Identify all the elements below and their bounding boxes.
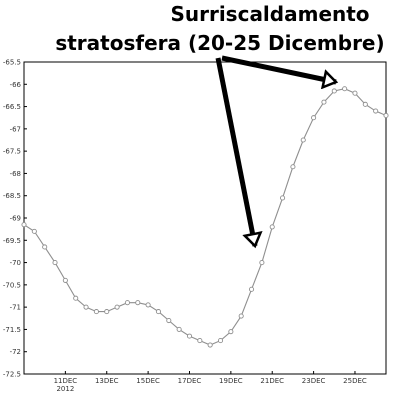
data-point <box>280 195 286 201</box>
y-tick-label: -68 <box>10 170 21 178</box>
data-point <box>135 300 141 306</box>
data-point <box>238 313 244 319</box>
y-tick-label: -67.5 <box>3 148 21 156</box>
plot-frame <box>23 61 387 375</box>
data-point <box>269 224 275 230</box>
data-point <box>176 326 182 332</box>
y-tick-label: -71.5 <box>3 326 21 334</box>
data-point <box>21 222 27 228</box>
data-point <box>104 309 110 315</box>
x-tick-label: 19DEC <box>219 377 243 385</box>
data-point <box>331 88 337 94</box>
y-tick-label: -67 <box>10 125 21 133</box>
y-tick-label: -71 <box>10 304 21 312</box>
x-tick-label: 21DEC <box>260 377 284 385</box>
annotation-arrow-to-rise <box>215 57 255 246</box>
series-line <box>23 88 387 346</box>
data-point <box>93 309 99 315</box>
annotation-line-2: stratosfera (20-25 Dicembre) <box>55 31 384 55</box>
data-point <box>248 286 255 292</box>
data-point <box>311 115 317 121</box>
x-tick-label: 25DEC <box>343 377 367 385</box>
data-point <box>342 86 348 92</box>
data-point <box>155 309 162 315</box>
x-tick-label: 13DEC <box>95 377 119 385</box>
y-tick-label: -68.5 <box>3 192 21 200</box>
data-point <box>52 260 58 266</box>
data-point <box>362 101 368 107</box>
data-point <box>73 295 79 301</box>
data-point <box>290 164 296 170</box>
data-point <box>207 342 213 348</box>
x-tick-label: 15DEC <box>136 377 160 385</box>
data-point <box>145 302 151 308</box>
data-point <box>300 137 306 143</box>
y-tick-label: -69.5 <box>3 237 21 245</box>
annotation-arrow-to-peak <box>221 55 336 82</box>
data-point <box>62 277 68 283</box>
data-point <box>259 260 265 266</box>
data-point <box>31 228 37 234</box>
annotation-line-1: Surriscaldamento <box>170 2 369 26</box>
data-point <box>228 329 234 335</box>
y-tick-label: -72.5 <box>3 371 21 379</box>
data-point <box>321 99 327 105</box>
data-point <box>352 90 358 96</box>
data-point <box>373 108 379 114</box>
data-point <box>383 112 389 119</box>
data-point <box>83 304 89 310</box>
y-tick-label: -69 <box>10 215 21 223</box>
y-tick-label: -66.5 <box>3 103 21 111</box>
y-tick-label: -65.5 <box>3 59 21 67</box>
data-point <box>197 338 203 344</box>
x-tick-label: 23DEC <box>302 377 326 385</box>
x-tick-label: 11DEC <box>54 377 78 385</box>
data-point <box>217 338 224 344</box>
y-tick-label: -70.5 <box>3 281 21 289</box>
data-point <box>186 333 193 339</box>
data-point <box>166 317 172 324</box>
x-year-label: 2012 <box>56 385 74 393</box>
data-point <box>124 300 130 306</box>
data-point <box>114 304 120 310</box>
data-point <box>42 244 48 250</box>
y-tick-label: -72 <box>10 348 21 356</box>
y-tick-label: -70 <box>10 259 21 267</box>
y-tick-label: -66 <box>10 81 22 89</box>
x-tick-label: 17DEC <box>178 377 202 385</box>
